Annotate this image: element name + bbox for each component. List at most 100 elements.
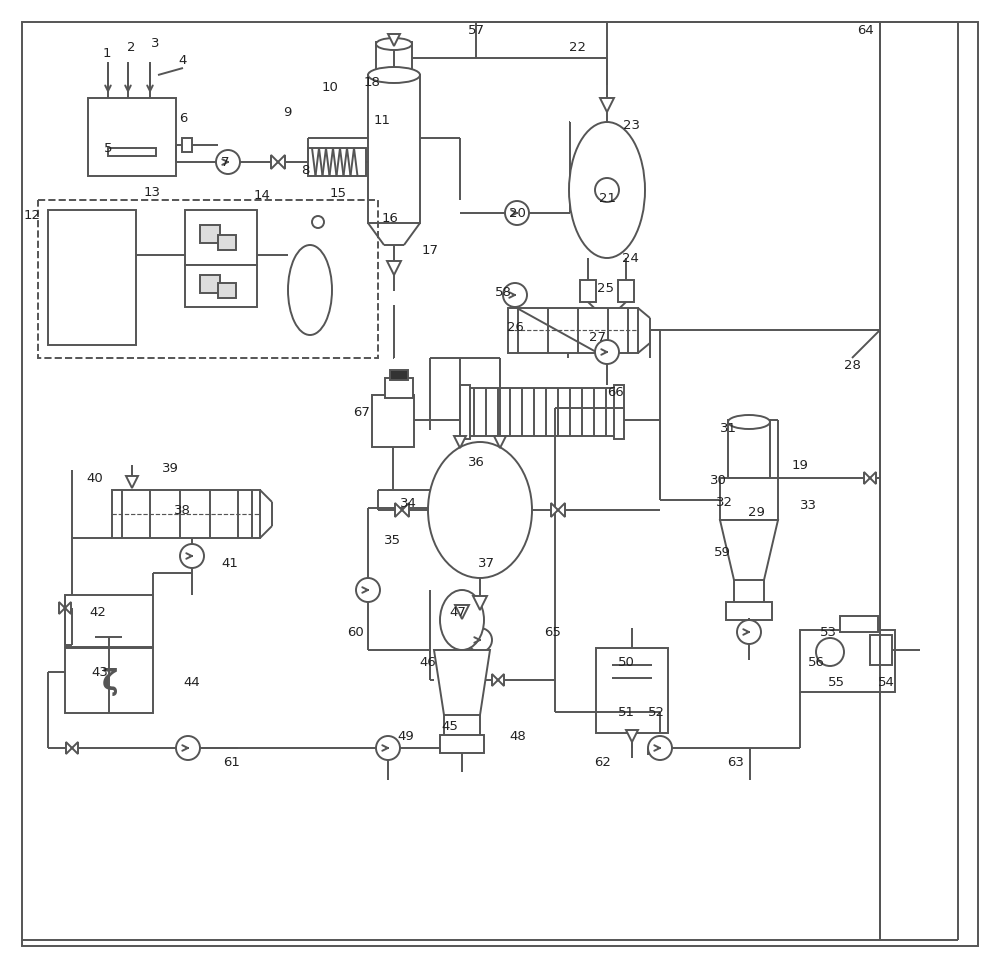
Text: 35: 35 [384, 534, 401, 546]
Text: 9: 9 [283, 105, 291, 119]
Bar [618, 280, 634, 302]
Ellipse shape [428, 442, 532, 578]
Text: 40: 40 [87, 472, 103, 484]
Text: 2: 2 [127, 41, 135, 53]
Polygon shape [494, 436, 506, 448]
Ellipse shape [728, 415, 770, 429]
Text: 67: 67 [354, 405, 370, 419]
Text: 1: 1 [103, 46, 111, 60]
Polygon shape [473, 596, 487, 610]
Bar [218, 283, 236, 298]
Circle shape [737, 620, 761, 644]
Text: 39: 39 [162, 461, 178, 475]
Ellipse shape [440, 590, 484, 650]
Text: 30: 30 [710, 474, 726, 486]
Text: 46: 46 [420, 656, 436, 668]
Text: 24: 24 [622, 251, 638, 265]
Polygon shape [492, 674, 504, 686]
Ellipse shape [376, 38, 412, 50]
Text: 42: 42 [90, 605, 106, 619]
Polygon shape [864, 472, 876, 484]
Text: 25: 25 [598, 281, 614, 295]
Text: 14: 14 [254, 189, 270, 201]
Bar [200, 225, 220, 243]
Text: 27: 27 [588, 331, 606, 343]
Text: 34: 34 [400, 496, 416, 510]
Text: 38: 38 [174, 504, 190, 516]
Polygon shape [126, 476, 138, 488]
Text: 7: 7 [221, 156, 229, 168]
Polygon shape [600, 98, 614, 112]
Text: 65: 65 [545, 626, 561, 638]
Circle shape [816, 638, 844, 666]
Bar [440, 735, 484, 753]
Bar [376, 42, 412, 74]
Polygon shape [720, 520, 778, 580]
Circle shape [176, 736, 200, 760]
Bar [614, 385, 624, 439]
Polygon shape [454, 436, 466, 448]
Polygon shape [387, 261, 401, 275]
Text: 17: 17 [422, 244, 439, 256]
Bar [728, 420, 770, 478]
Text: 47: 47 [450, 605, 466, 619]
Circle shape [503, 283, 527, 307]
Polygon shape [395, 503, 409, 517]
Bar [65, 648, 153, 713]
Text: 6: 6 [179, 111, 187, 125]
Text: 4: 4 [179, 53, 187, 67]
Text: 50: 50 [618, 656, 634, 668]
Bar [372, 395, 414, 447]
Text: 63: 63 [728, 755, 744, 769]
Text: 44: 44 [184, 676, 200, 689]
Text: 37: 37 [478, 556, 495, 570]
Circle shape [356, 578, 380, 602]
Text: 55: 55 [828, 676, 844, 689]
Text: 18: 18 [364, 75, 380, 89]
Bar [182, 138, 192, 152]
Text: 45: 45 [442, 719, 458, 732]
Polygon shape [455, 605, 469, 619]
Bar [580, 280, 596, 302]
Bar [720, 478, 778, 520]
Text: 12: 12 [24, 209, 41, 221]
Polygon shape [271, 155, 285, 169]
Circle shape [376, 736, 400, 760]
Text: 10: 10 [322, 80, 338, 94]
Circle shape [468, 628, 492, 652]
Bar [508, 308, 638, 353]
Text: 53: 53 [820, 626, 836, 638]
Text: 59: 59 [714, 545, 730, 559]
Circle shape [595, 340, 619, 364]
Bar [800, 630, 895, 692]
Ellipse shape [368, 67, 420, 83]
Text: 64: 64 [858, 23, 874, 37]
Text: 26: 26 [507, 320, 523, 334]
Text: 28: 28 [844, 359, 860, 371]
Text: $\mathbf{\zeta}$: $\mathbf{\zeta}$ [101, 666, 118, 698]
Bar [596, 648, 668, 733]
Text: 15: 15 [330, 187, 347, 199]
Text: 57: 57 [468, 23, 485, 37]
Bar [185, 210, 257, 265]
Circle shape [216, 150, 240, 174]
Text: 66: 66 [608, 386, 624, 398]
Polygon shape [59, 602, 71, 614]
Bar [840, 616, 878, 632]
Text: 61: 61 [224, 755, 240, 769]
Text: 13: 13 [144, 186, 161, 198]
Text: 3: 3 [151, 37, 159, 49]
Text: 32: 32 [716, 495, 732, 509]
Text: 56: 56 [808, 656, 824, 668]
Text: 33: 33 [800, 499, 816, 512]
Text: 29: 29 [748, 506, 764, 518]
Ellipse shape [569, 122, 645, 258]
Text: 23: 23 [622, 119, 640, 132]
Ellipse shape [288, 245, 332, 335]
Text: 41: 41 [222, 556, 238, 570]
Polygon shape [551, 503, 565, 517]
Text: 31: 31 [720, 422, 736, 434]
Bar [38, 200, 378, 358]
Circle shape [505, 201, 529, 225]
Text: 21: 21 [598, 191, 616, 204]
